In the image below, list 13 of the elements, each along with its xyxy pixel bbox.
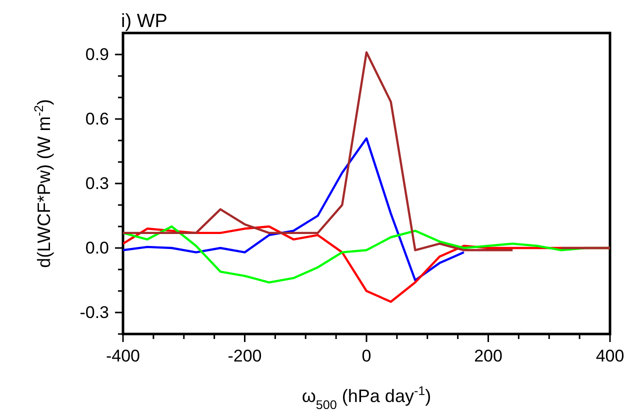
x-tick-label: 400 xyxy=(596,346,624,366)
y-tick-label: -0.3 xyxy=(80,302,109,322)
y-tick-label: 0.6 xyxy=(85,109,109,128)
y-tick-label: 0.9 xyxy=(85,44,109,64)
x-tick-label: -400 xyxy=(106,346,140,366)
line-series xyxy=(123,137,465,282)
x-tick-label: 0 xyxy=(362,346,372,366)
x-tick-label: 200 xyxy=(474,346,502,366)
y-tick-label: 0.3 xyxy=(85,174,109,193)
x-axis-title: ω$_{500}$ (hPa day$^{-1}$) xyxy=(302,384,432,412)
chart-title: i) WP xyxy=(121,11,168,32)
x-tick-label: -200 xyxy=(228,346,262,366)
y-tick-label: 0.0 xyxy=(85,238,109,258)
